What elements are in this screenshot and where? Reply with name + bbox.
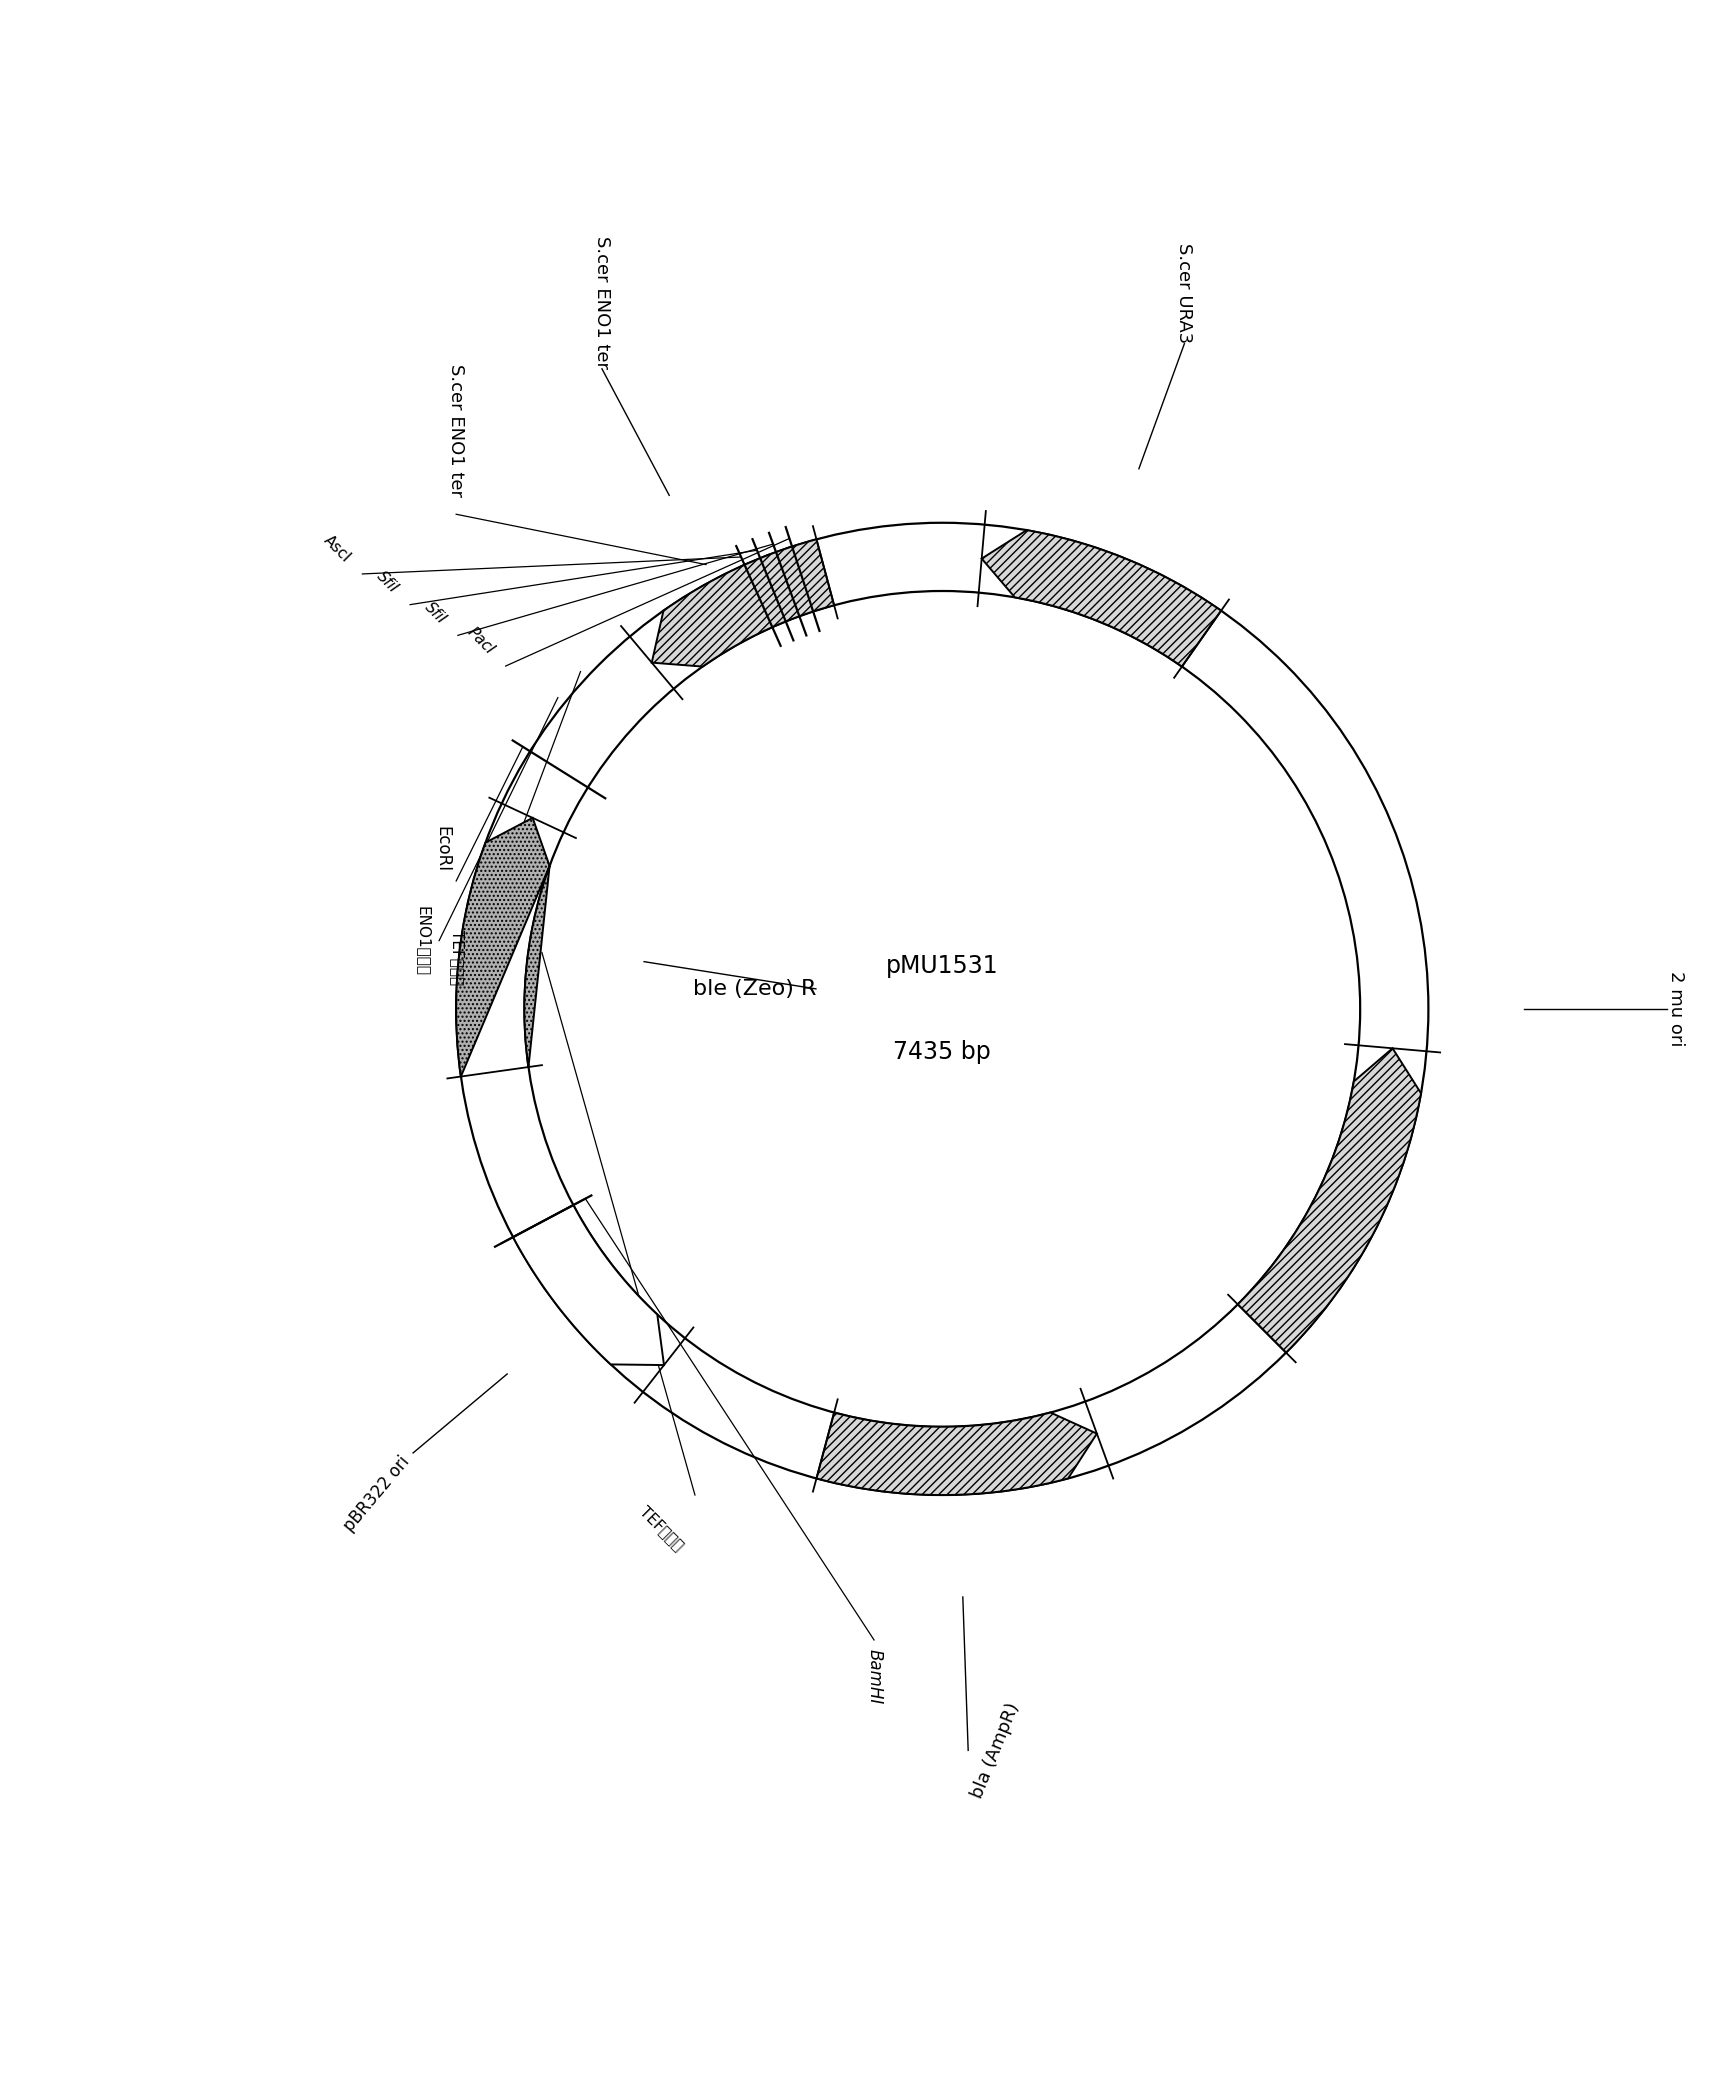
- Text: 7435 bp: 7435 bp: [893, 1039, 991, 1064]
- Text: PacI: PacI: [464, 624, 497, 657]
- Text: S.cer ENO1 ter: S.cer ENO1 ter: [447, 365, 464, 496]
- Text: TEF终止子: TEF终止子: [449, 930, 464, 985]
- Text: ENO1启动子: ENO1启动子: [415, 905, 430, 976]
- Polygon shape: [651, 540, 835, 668]
- Text: BamHI: BamHI: [866, 1648, 883, 1704]
- Text: ble (Zeo) R: ble (Zeo) R: [692, 978, 816, 999]
- Text: TEF启动子: TEF启动子: [638, 1504, 686, 1554]
- Text: EcoRI: EcoRI: [434, 826, 451, 872]
- Text: SfiI: SfiI: [374, 569, 401, 597]
- Polygon shape: [982, 530, 1220, 668]
- Text: S.cer ENO1 ter: S.cer ENO1 ter: [593, 236, 610, 369]
- Text: S.cer URA3: S.cer URA3: [1176, 244, 1193, 344]
- Polygon shape: [456, 818, 550, 1076]
- Text: bla (AmpR): bla (AmpR): [968, 1700, 1023, 1800]
- Polygon shape: [1238, 1049, 1421, 1352]
- Text: pMU1531: pMU1531: [886, 953, 999, 978]
- Text: SfiI: SfiI: [422, 599, 449, 626]
- Polygon shape: [512, 1206, 663, 1364]
- Polygon shape: [816, 1412, 1097, 1496]
- Text: pBR322 ori: pBR322 ori: [339, 1454, 413, 1535]
- Text: 2 mu ori: 2 mu ori: [1668, 972, 1685, 1047]
- Text: AscI: AscI: [321, 532, 353, 565]
